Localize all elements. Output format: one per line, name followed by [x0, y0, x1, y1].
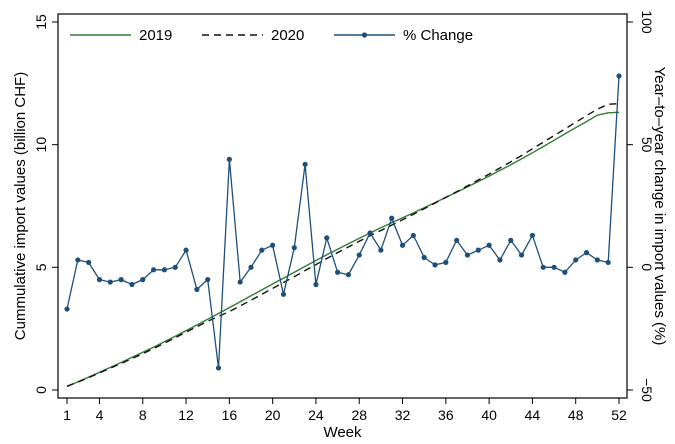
- data-point-change: [345, 272, 352, 278]
- data-point-change: [291, 245, 297, 251]
- data-point-change: [508, 237, 514, 243]
- data-point-change: [421, 254, 427, 261]
- data-point-change: [161, 267, 168, 273]
- x-tick-label: 36: [438, 407, 454, 423]
- x-tick-label: 48: [568, 407, 584, 423]
- data-point-change: [443, 259, 449, 266]
- data-point-change: [378, 247, 384, 253]
- plot-frame: [57, 13, 628, 399]
- x-tick-label: 32: [395, 407, 411, 423]
- data-point-change: [324, 235, 330, 241]
- x-tick-label: 12: [178, 407, 194, 423]
- data-point-change: [518, 252, 525, 258]
- data-point-change: [356, 252, 362, 258]
- x-tick-label: 1: [63, 407, 71, 423]
- data-point-change: [594, 257, 600, 263]
- x-tick-label: 4: [96, 407, 104, 423]
- x-tick-label: 20: [265, 407, 281, 423]
- series-line-2019: [66, 111, 620, 387]
- data-point-change: [302, 161, 308, 167]
- y-left-tick-label: 10: [33, 137, 49, 153]
- data-point-change: [497, 257, 503, 263]
- x-tick-label: 16: [222, 407, 238, 423]
- x-tick-label: 44: [525, 407, 541, 423]
- data-point-change: [215, 365, 222, 371]
- x-axis-title: Week: [323, 424, 362, 439]
- y-left-tick-label: 15: [33, 14, 49, 30]
- data-point-change: [464, 252, 471, 258]
- y-right-tick-label: 50: [639, 137, 655, 153]
- data-point-change: [64, 306, 70, 312]
- data-point-change: [205, 277, 211, 283]
- data-point-change: [75, 257, 81, 263]
- data-point-change: [183, 247, 189, 253]
- data-point-change: [313, 281, 319, 288]
- data-point-change: [454, 237, 460, 243]
- legend-label-2019: 2019: [139, 27, 172, 44]
- data-point-change: [237, 279, 243, 285]
- series-line-2020: [66, 103, 620, 387]
- y-right-tick-label: −50: [639, 378, 655, 402]
- data-point-change: [129, 281, 135, 288]
- x-tick-label: 40: [481, 407, 497, 423]
- data-point-change: [573, 257, 579, 263]
- data-point-change: [86, 259, 92, 266]
- series-markers: [64, 73, 622, 371]
- data-point-change: [150, 267, 157, 273]
- data-point-change: [583, 250, 590, 256]
- data-point-change: [259, 247, 265, 253]
- axes: 1 4 8 12 16 20 24 28 32 36 40 44 48 52Week051015Cummu…: [12, 10, 668, 441]
- x-tick-label: 24: [308, 407, 324, 423]
- data-point-change: [399, 242, 406, 248]
- x-tick-label: 8: [139, 407, 147, 423]
- data-point-change: [367, 230, 373, 236]
- data-point-change: [432, 262, 438, 268]
- data-point-change: [270, 242, 276, 248]
- data-point-change: [389, 215, 395, 221]
- y-right-axis-title: Year–to–year change in import values (%): [651, 67, 668, 346]
- x-tick-label: 52: [611, 407, 627, 423]
- y-left-axis-title: Cummulative import values (billion CHF): [12, 72, 29, 340]
- y-left-tick-label: 0: [33, 386, 49, 394]
- y-right-tick-label: 100: [639, 10, 655, 34]
- series-lines: [66, 75, 620, 387]
- y-left-tick-label: 5: [33, 263, 49, 271]
- legend-marker-change: [361, 32, 368, 38]
- data-point-change: [334, 269, 341, 275]
- data-point-change: [529, 232, 536, 239]
- series-line-change: [66, 75, 620, 369]
- data-point-change: [562, 269, 568, 275]
- data-point-change: [118, 277, 124, 283]
- data-point-change: [226, 156, 232, 162]
- legend: 2019 2020 % Change: [70, 27, 473, 44]
- data-point-change: [96, 277, 103, 283]
- data-point-change: [410, 232, 416, 239]
- data-point-change: [194, 286, 200, 293]
- x-tick-label: 28: [351, 407, 367, 423]
- data-point-change: [475, 247, 481, 253]
- legend-label-change: % Change: [403, 27, 473, 44]
- legend-label-2020: 2020: [271, 27, 304, 44]
- data-point-change: [551, 264, 557, 270]
- data-point-change: [140, 277, 146, 283]
- y-right-tick-label: 0: [639, 263, 655, 271]
- data-point-change: [486, 242, 492, 248]
- data-point-change: [605, 259, 611, 266]
- data-point-change: [280, 291, 287, 297]
- data-point-change: [107, 279, 113, 285]
- data-point-change: [248, 264, 254, 270]
- data-point-change: [172, 264, 178, 270]
- data-point-change: [616, 73, 622, 79]
- data-point-change: [540, 264, 546, 270]
